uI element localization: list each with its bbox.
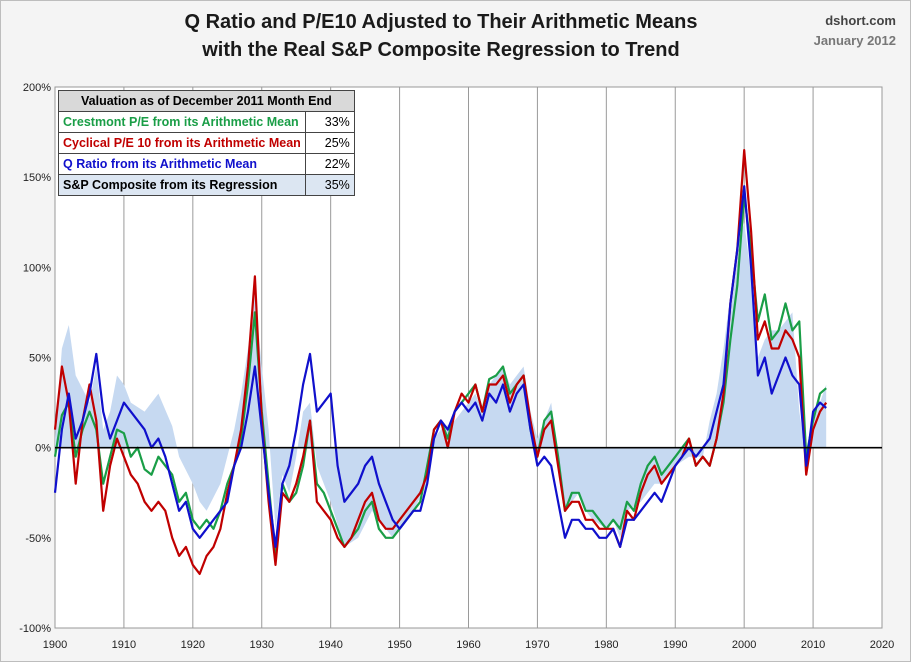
y-tick-label: 50% xyxy=(29,353,51,365)
valuation-label-q-ratio: Q Ratio from its Arithmetic Mean xyxy=(58,153,306,175)
x-tick-label: 1970 xyxy=(525,639,549,651)
x-tick-label: 1940 xyxy=(318,639,342,651)
valuation-table-header-row: Valuation as of December 2011 Month End xyxy=(58,90,355,112)
valuation-table: Valuation as of December 2011 Month End … xyxy=(58,90,355,196)
x-tick-label: 1930 xyxy=(250,639,274,651)
source-label: dshort.com xyxy=(825,13,896,28)
x-tick-label: 2020 xyxy=(870,639,894,651)
valuation-row-pe10: Cyclical P/E 10 from its Arithmetic Mean… xyxy=(58,132,355,154)
series-line-q-ratio-from-its-arithmetic-mean xyxy=(53,185,827,548)
valuation-row-q-ratio: Q Ratio from its Arithmetic Mean 22% xyxy=(58,153,355,175)
x-tick-label: 1990 xyxy=(663,639,687,651)
valuation-table-title: Valuation as of December 2011 Month End xyxy=(58,90,355,112)
x-tick-label: 1920 xyxy=(181,639,205,651)
valuation-row-sp-composite: S&P Composite from its Regression 35% xyxy=(58,174,355,196)
valuation-value-pe10: 25% xyxy=(304,132,355,154)
valuation-value-sp-composite: 35% xyxy=(304,174,355,196)
valuation-value-q-ratio: 22% xyxy=(304,153,355,175)
x-tick-label: 1950 xyxy=(387,639,411,651)
x-tick-label: 1910 xyxy=(112,639,136,651)
series-area-s-p-composite-from-its-regression xyxy=(55,222,827,547)
x-tick-label: 2010 xyxy=(801,639,825,651)
y-tick-label: 100% xyxy=(23,262,51,274)
y-tick-label: 200% xyxy=(23,82,51,94)
date-label: January 2012 xyxy=(813,33,896,48)
x-tick-label: 1960 xyxy=(456,639,480,651)
x-tick-label: 2000 xyxy=(732,639,756,651)
chart-title-line-2: with the Real S&P Composite Regression t… xyxy=(202,39,680,61)
y-tick-label: 0% xyxy=(35,443,51,455)
valuation-label-sp-composite: S&P Composite from its Regression xyxy=(58,174,306,196)
x-tick-label: 1980 xyxy=(594,639,618,651)
valuation-label-crestmont: Crestmont P/E from its Arithmetic Mean xyxy=(58,111,306,133)
y-tick-label: -100% xyxy=(19,623,51,635)
valuation-row-crestmont: Crestmont P/E from its Arithmetic Mean 3… xyxy=(58,111,355,133)
y-tick-label: 150% xyxy=(23,172,51,184)
x-tick-label: 1900 xyxy=(43,639,67,651)
chart-title-line-1: Q Ratio and P/E10 Adjusted to Their Arit… xyxy=(184,11,698,33)
valuation-value-crestmont: 33% xyxy=(304,111,355,133)
valuation-label-pe10: Cyclical P/E 10 from its Arithmetic Mean xyxy=(58,132,306,154)
y-tick-label: -50% xyxy=(25,533,51,545)
